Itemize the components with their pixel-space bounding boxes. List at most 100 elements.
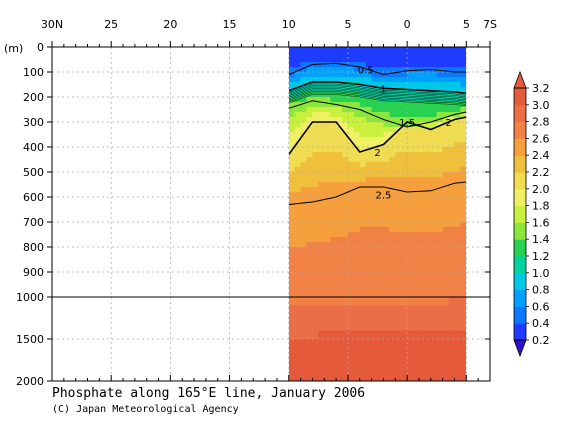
- field-cell: [342, 187, 349, 193]
- field-cell: [353, 207, 361, 213]
- field-cell: [389, 112, 396, 118]
- field-cell: [424, 132, 432, 138]
- field-cell: [342, 313, 349, 323]
- field-cell: [324, 347, 331, 357]
- field-cell: [401, 297, 408, 306]
- field-cell: [448, 132, 456, 138]
- field-cell: [371, 272, 379, 278]
- field-cell: [365, 57, 373, 63]
- field-cell: [407, 137, 414, 143]
- field-cell: [306, 292, 314, 298]
- field-cell: [353, 107, 361, 113]
- field-cell: [294, 77, 302, 83]
- field-cell: [336, 252, 343, 258]
- field-cell: [407, 232, 414, 238]
- field-cell: [436, 117, 444, 123]
- field-cell: [365, 122, 373, 128]
- field-cell: [383, 167, 390, 173]
- field-cell: [436, 207, 444, 213]
- field-cell: [342, 117, 349, 123]
- field-cell: [407, 177, 414, 183]
- field-cell: [418, 127, 426, 133]
- field-cell: [324, 287, 331, 293]
- field-cell: [359, 330, 367, 340]
- field-cell: [413, 292, 420, 298]
- field-cell: [371, 257, 379, 263]
- field-cell: [294, 347, 302, 357]
- field-cell: [336, 127, 343, 133]
- field-cell: [418, 372, 426, 381]
- field-cell: [312, 187, 319, 193]
- field-cell: [312, 212, 319, 218]
- field-cell: [289, 212, 296, 218]
- field-cell: [454, 330, 462, 340]
- field-cell: [395, 277, 402, 283]
- field-cell: [318, 172, 325, 178]
- field-cell: [424, 322, 432, 332]
- field-cell: [389, 339, 396, 348]
- field-cell: [460, 207, 466, 213]
- field-cell: [347, 202, 355, 208]
- field-cell: [342, 364, 349, 374]
- field-cell: [353, 272, 361, 278]
- field-cell: [347, 364, 355, 374]
- field-cell: [371, 107, 379, 113]
- field-cell: [312, 372, 319, 381]
- field-cell: [336, 142, 343, 148]
- field-cell: [383, 197, 390, 203]
- field-cell: [424, 122, 432, 128]
- field-cell: [424, 82, 432, 88]
- field-cell: [460, 147, 466, 153]
- field-cell: [418, 339, 426, 348]
- field-cell: [389, 182, 396, 188]
- field-cell: [306, 277, 314, 283]
- field-cell: [389, 157, 396, 163]
- field-cell: [318, 212, 325, 218]
- field-cell: [330, 287, 337, 293]
- field-cell: [448, 67, 456, 73]
- field-cell: [330, 242, 337, 248]
- field-cell: [377, 202, 385, 208]
- field-cell: [371, 77, 379, 83]
- field-cell: [418, 313, 426, 323]
- field-cell: [347, 77, 355, 83]
- field-cell: [383, 122, 390, 128]
- field-cell: [430, 137, 438, 143]
- colorbar-swatch: [514, 205, 526, 223]
- field-cell: [442, 62, 450, 68]
- field-cell: [359, 252, 367, 258]
- field-cell: [359, 157, 367, 163]
- field-cell: [371, 282, 379, 288]
- field-cell: [442, 112, 450, 118]
- field-cell: [347, 107, 355, 113]
- field-cell: [324, 222, 331, 228]
- field-cell: [347, 237, 355, 243]
- field-cell: [306, 162, 314, 168]
- field-cell: [383, 112, 390, 118]
- field-cell: [312, 272, 319, 278]
- field-cell: [294, 355, 302, 365]
- field-cell: [448, 187, 456, 193]
- field-cell: [401, 222, 408, 228]
- field-cell: [336, 147, 343, 153]
- field-cell: [389, 322, 396, 332]
- field-cell: [430, 355, 438, 365]
- field-cell: [407, 147, 414, 153]
- field-cell: [418, 72, 426, 78]
- field-cell: [294, 62, 302, 68]
- y-tick-label: 1500: [16, 333, 44, 346]
- field-cell: [407, 62, 414, 68]
- field-cell: [395, 102, 402, 108]
- field-cell: [359, 52, 367, 58]
- field-cell: [377, 330, 385, 340]
- field-cell: [395, 232, 402, 238]
- field-cell: [424, 167, 432, 173]
- field-cell: [430, 242, 438, 248]
- field-cell: [454, 87, 462, 93]
- field-cell: [336, 117, 343, 123]
- field-cell: [377, 282, 385, 288]
- field-cell: [318, 162, 325, 168]
- field-cell: [336, 292, 343, 298]
- field-cell: [336, 77, 343, 83]
- field-cell: [353, 152, 361, 158]
